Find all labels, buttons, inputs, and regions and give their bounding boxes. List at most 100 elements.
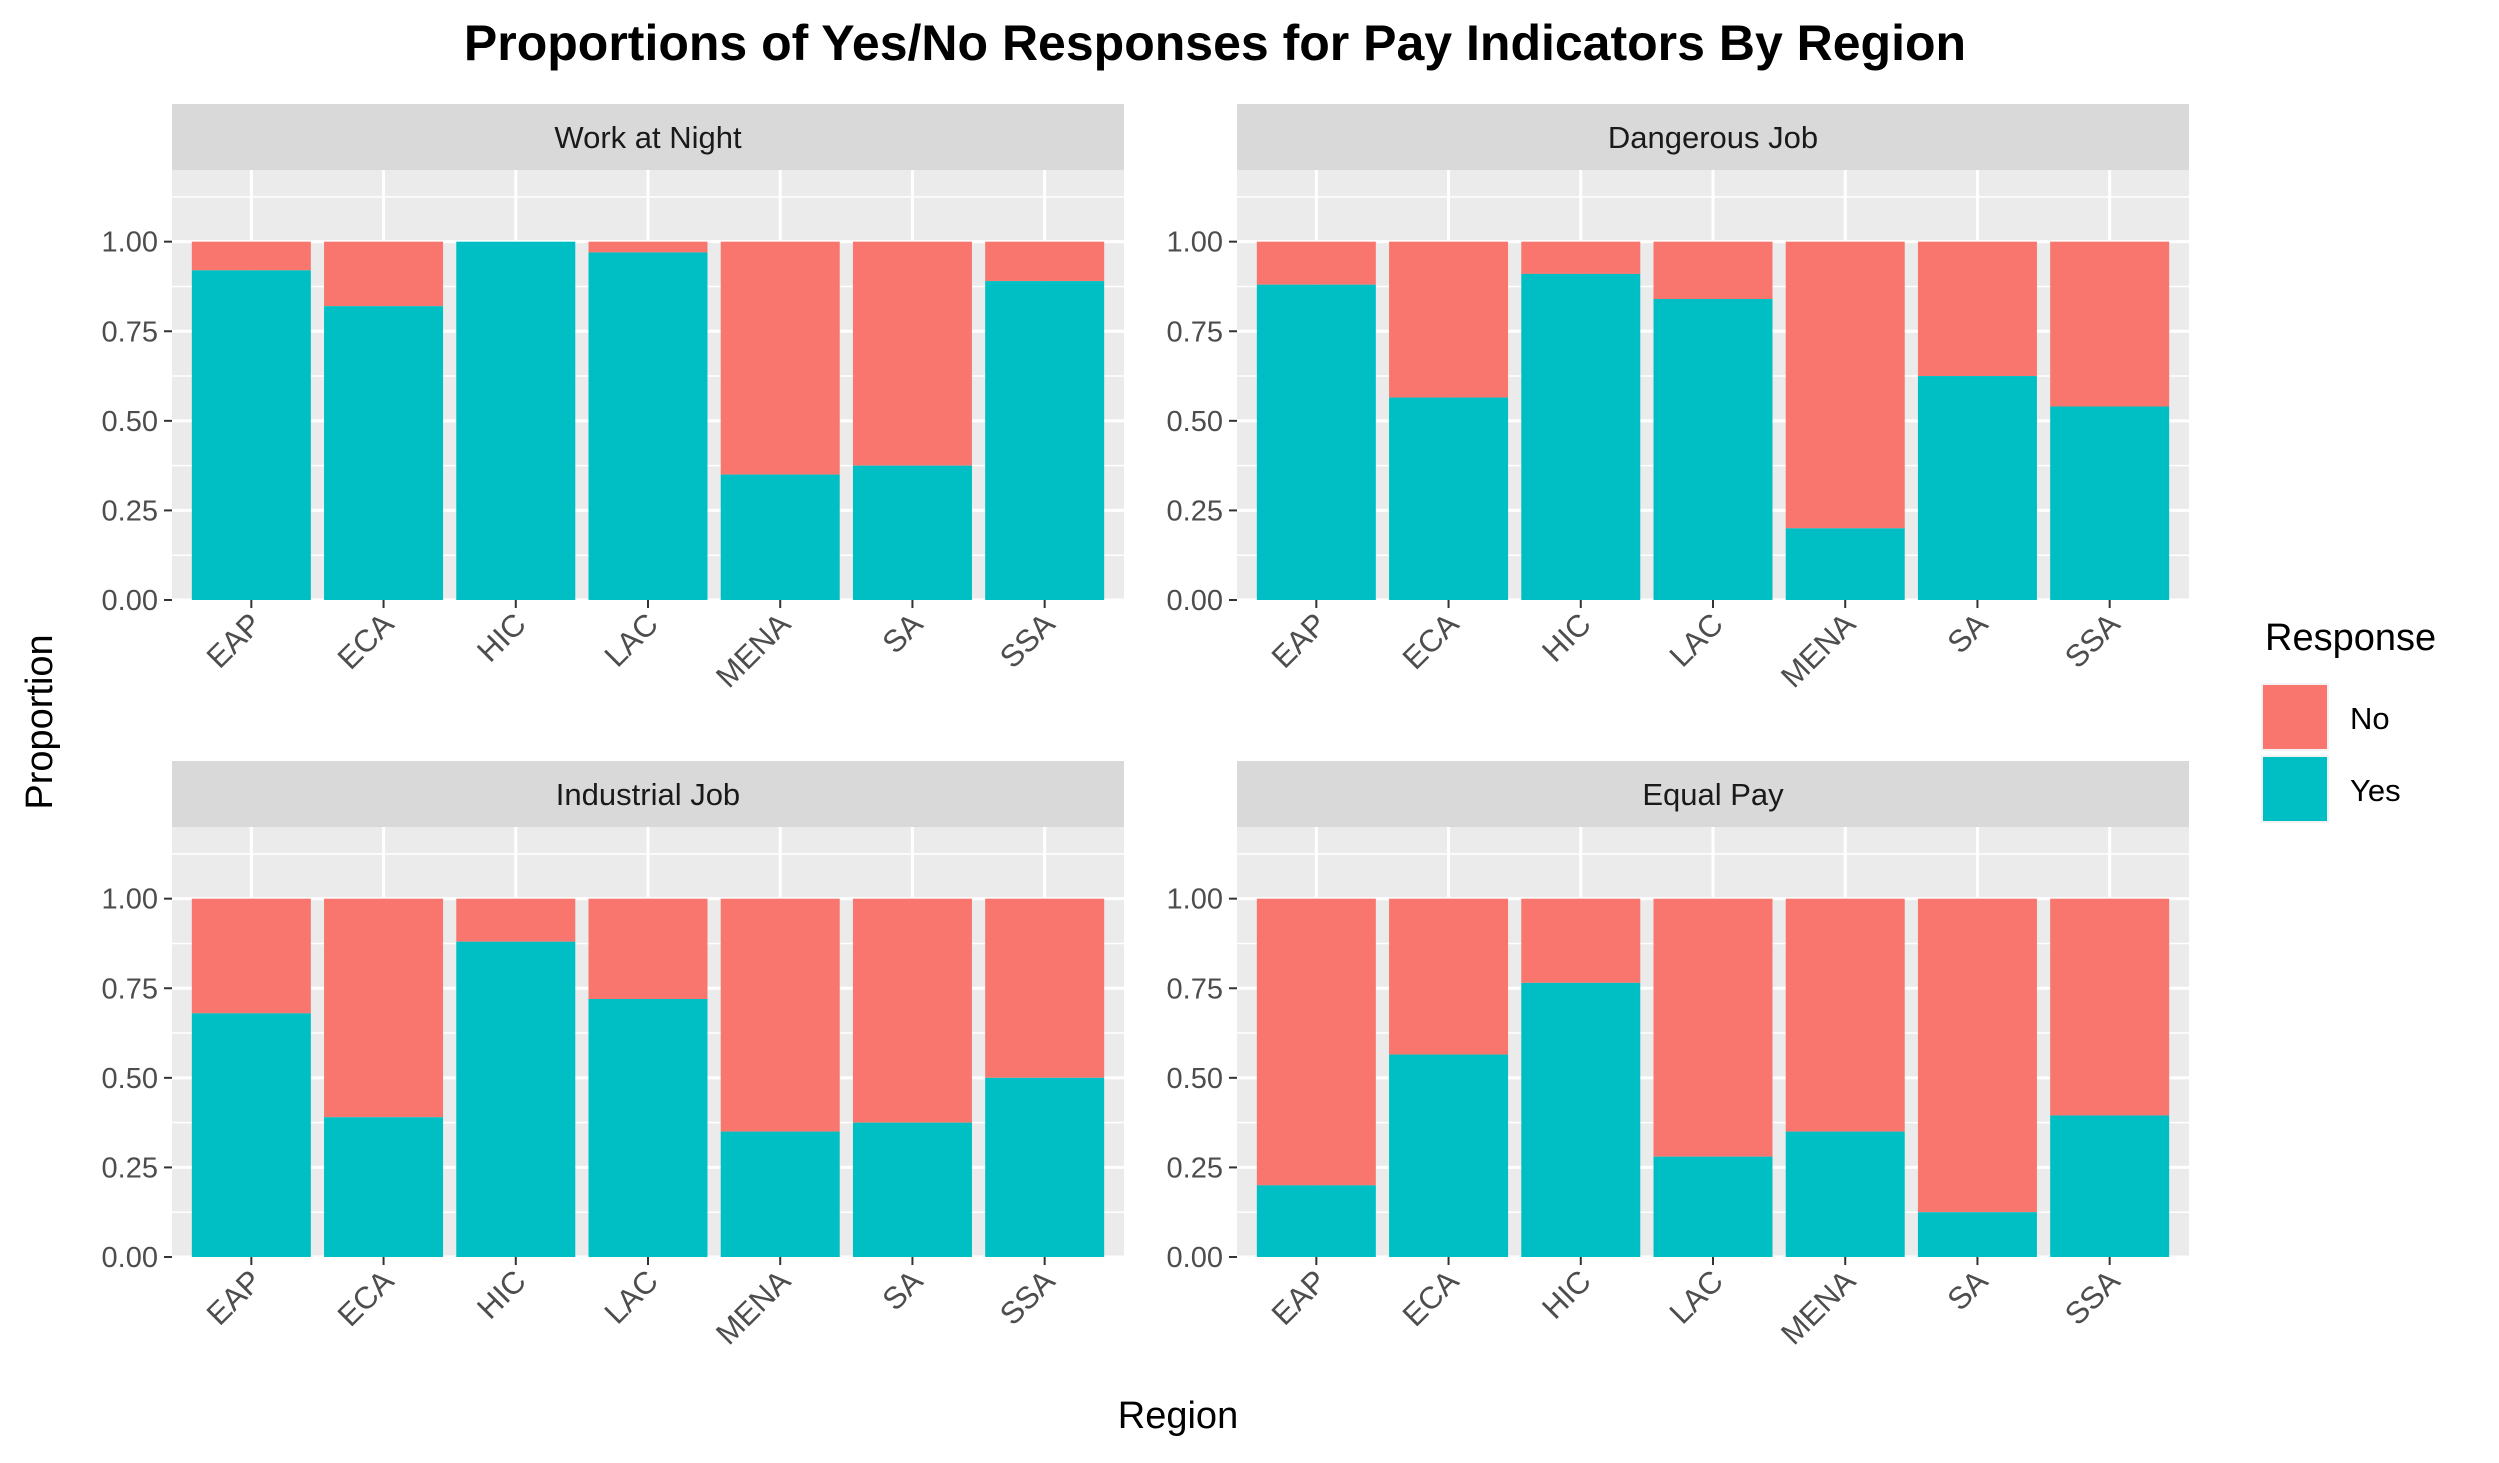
panel-equal-pay: Equal Pay 0.00 0.25 0.50 0.75 1.00 EAP ECA HIC LA…	[1167, 761, 2189, 1351]
x-tick-label: HIC	[1535, 606, 1598, 669]
facet-strip-label: Industrial Job	[556, 777, 740, 812]
bar-no-sa	[852, 898, 972, 1123]
facet-strip	[1237, 761, 2189, 827]
bar-no-eap	[1256, 898, 1376, 1186]
bar-yes-hic	[456, 941, 576, 1257]
bar-no-sa	[852, 241, 972, 466]
facet-strip-label: Equal Pay	[1642, 777, 1784, 812]
x-axis-title: Region	[1118, 1395, 1238, 1437]
y-tick-label: 0.25	[102, 1152, 158, 1184]
bar-no-hic	[456, 898, 576, 942]
x-tick-label: LAC	[1663, 606, 1730, 673]
bar-yes-ssa	[2050, 1115, 2170, 1257]
bar-no-eca	[324, 241, 444, 307]
x-tick-label: HIC	[470, 1263, 533, 1326]
bar-yes-mena	[720, 474, 840, 600]
bar-no-sa	[1917, 241, 2037, 377]
bar-yes-mena	[1785, 528, 1905, 600]
bar-yes-eca	[1389, 1054, 1509, 1257]
bar-no-hic	[1521, 241, 1641, 274]
facet-strip	[1237, 104, 2189, 170]
bar-yes-eap	[1256, 1185, 1376, 1257]
x-tick-label: EAP	[1265, 1263, 1334, 1332]
bar-no-lac	[1653, 898, 1773, 1157]
bar-yes-eap	[191, 270, 311, 600]
legend-key-no	[2263, 685, 2327, 749]
bar-yes-mena	[1785, 1131, 1905, 1257]
y-tick-label: 0.00	[1167, 585, 1223, 617]
bar-no-lac	[1653, 241, 1773, 299]
bar-no-eca	[324, 898, 444, 1118]
y-tick-label: 0.25	[102, 495, 158, 527]
bar-yes-hic	[1521, 273, 1641, 600]
bar-yes-ssa	[985, 1077, 1105, 1257]
y-tick-label: 0.75	[102, 973, 158, 1005]
y-tick-label: 1.00	[1167, 884, 1223, 916]
bar-yes-hic	[456, 241, 576, 600]
facet-strip	[172, 104, 1124, 170]
y-tick-label: 0.50	[1167, 406, 1223, 438]
x-tick-label: ECA	[1396, 606, 1466, 676]
x-tick-label: MENA	[709, 606, 797, 694]
legend: Response No Yes	[2261, 617, 2436, 823]
y-tick-label: 0.25	[1167, 1152, 1223, 1184]
bar-no-eap	[1256, 241, 1376, 285]
bar-yes-eap	[1256, 284, 1376, 600]
bar-yes-hic	[1521, 982, 1641, 1257]
bar-no-lac	[588, 241, 708, 253]
x-tick-label: MENA	[1774, 606, 1862, 694]
legend-title: Response	[2265, 617, 2436, 659]
bar-no-lac	[588, 898, 708, 999]
x-tick-label: MENA	[709, 1263, 797, 1351]
bar-yes-lac	[588, 252, 708, 600]
x-tick-label: HIC	[470, 606, 533, 669]
x-tick-label: HIC	[1535, 1263, 1598, 1326]
x-tick-label: SA	[1940, 606, 1994, 660]
x-tick-label: SA	[875, 606, 929, 660]
facet-strip-label: Work at Night	[554, 120, 742, 155]
chart-title: Proportions of Yes/No Responses for Pay …	[464, 15, 1966, 71]
x-tick-label: LAC	[1663, 1263, 1730, 1330]
legend-items: No Yes	[2261, 683, 2401, 823]
x-tick-label: EAP	[200, 606, 269, 675]
bar-yes-sa	[852, 465, 972, 600]
y-tick-label: 0.00	[102, 585, 158, 617]
bar-yes-eca	[1389, 397, 1509, 600]
x-tick-label: LAC	[598, 606, 665, 673]
facet-strip	[172, 761, 1124, 827]
y-tick-label: 0.00	[102, 1242, 158, 1274]
bar-yes-lac	[1653, 1156, 1773, 1257]
bar-no-ssa	[985, 241, 1105, 282]
y-tick-label: 0.50	[102, 1063, 158, 1095]
legend-label-yes: Yes	[2350, 773, 2401, 808]
x-tick-label: SSA	[2058, 606, 2127, 675]
bar-no-eca	[1389, 898, 1509, 1055]
x-tick-label: EAP	[1265, 606, 1334, 675]
y-tick-label: 0.75	[102, 316, 158, 348]
y-tick-label: 1.00	[1167, 227, 1223, 259]
bar-no-mena	[1785, 241, 1905, 529]
y-tick-label: 0.75	[1167, 973, 1223, 1005]
bar-no-eap	[191, 898, 311, 1014]
bar-yes-sa	[1917, 376, 2037, 600]
y-tick-label: 0.50	[102, 406, 158, 438]
bar-no-sa	[1917, 898, 2037, 1213]
x-tick-label: SSA	[993, 1263, 1062, 1332]
y-tick-label: 0.75	[1167, 316, 1223, 348]
x-tick-label: ECA	[331, 1263, 401, 1333]
y-axis-title: Proportion	[19, 634, 61, 809]
y-tick-label: 0.50	[1167, 1063, 1223, 1095]
y-tick-label: 0.00	[1167, 1242, 1223, 1274]
x-tick-label: ECA	[331, 606, 401, 676]
bar-no-ssa	[985, 898, 1105, 1078]
panel-dangerous-job: Dangerous Job 0.00 0.25 0.50 0.75 1.00 EAP ECA H…	[1167, 104, 2189, 694]
x-tick-label: SSA	[2058, 1263, 2127, 1332]
x-tick-label: ECA	[1396, 1263, 1466, 1333]
bar-yes-eca	[324, 306, 444, 600]
bar-no-mena	[720, 241, 840, 475]
bar-no-ssa	[2050, 898, 2170, 1116]
bar-yes-ssa	[2050, 406, 2170, 600]
bar-no-eap	[191, 241, 311, 271]
